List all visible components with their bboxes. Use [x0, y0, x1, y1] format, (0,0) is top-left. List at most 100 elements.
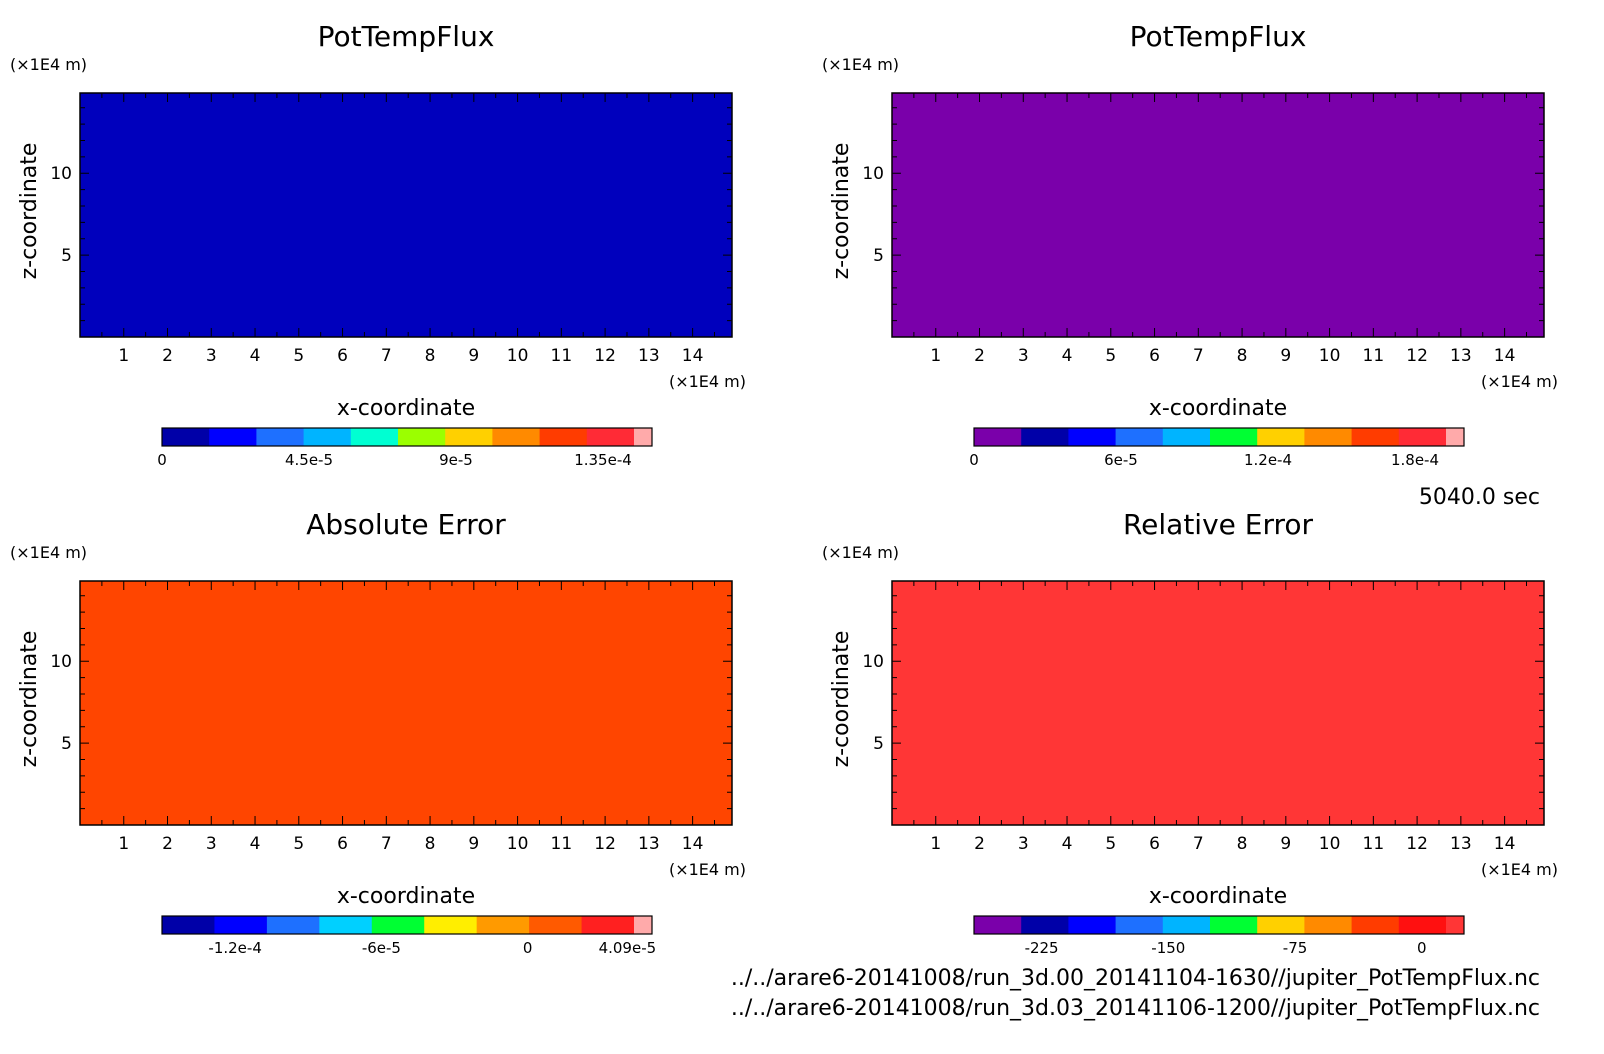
colorbar-tick-label: 9e-5 [439, 451, 473, 469]
colorbar-segment [1398, 428, 1447, 446]
colorbar-tick-label: 0 [1417, 939, 1427, 957]
y-axis-label: z-coordinate [829, 143, 854, 280]
colorbar-segment [445, 428, 493, 446]
x-tick-label: 5 [293, 346, 304, 366]
x-tick-label: 10 [1319, 346, 1341, 366]
colorbar-segment [214, 916, 268, 934]
colorbar-segment [303, 428, 352, 446]
x-tick-label: 9 [468, 834, 479, 854]
colorbar-frame [973, 915, 1465, 935]
chart-title: PotTempFlux [1130, 20, 1307, 53]
colorbar-tick-label: 0 [969, 451, 979, 469]
x-unit-label: (×1E4 m) [669, 860, 746, 879]
colorbar-segment [350, 428, 399, 446]
x-tick-label: 11 [1363, 834, 1385, 854]
x-tick-label: 13 [1450, 834, 1472, 854]
colorbar-segment [371, 916, 425, 934]
file-path-2: ../../arare6-20141008/run_3d.03_20141106… [730, 996, 1540, 1021]
x-tick-label: 4 [250, 834, 261, 854]
colorbar-tick-label: 4.5e-5 [285, 451, 333, 469]
colorbar-segment [492, 428, 541, 446]
colorbar-segment [1021, 428, 1069, 446]
x-tick-label: 6 [337, 834, 348, 854]
colorbar-segment [1351, 428, 1400, 446]
colorbar-segment [1351, 916, 1400, 934]
x-tick-label: 13 [638, 834, 660, 854]
x-tick-label: 14 [682, 346, 704, 366]
colorbar-segment [209, 428, 257, 446]
colorbar-segment [1304, 428, 1353, 446]
x-tick-label: 4 [1062, 346, 1073, 366]
x-tick-label: 6 [1149, 834, 1160, 854]
x-tick-label: 1 [930, 346, 941, 366]
x-tick-label: 3 [206, 346, 217, 366]
colorbar-segment [1304, 916, 1353, 934]
x-tick-label: 3 [1018, 346, 1029, 366]
colorbar-segment [1398, 916, 1447, 934]
colorbar-segment [266, 916, 320, 934]
x-tick-label: 6 [1149, 346, 1160, 366]
y-axis-label: z-coordinate [829, 631, 854, 768]
y-axis-label: z-coordinate [17, 143, 42, 280]
x-tick-label: 2 [162, 346, 173, 366]
colorbar-frame [161, 427, 653, 447]
x-axis-label: x-coordinate [337, 396, 475, 421]
colorbar-tick-label: 0 [157, 451, 167, 469]
colorbar-tick-label: -1.2e-4 [208, 939, 261, 957]
x-axis-label: x-coordinate [337, 884, 475, 909]
x-tick-label: 3 [1018, 834, 1029, 854]
x-tick-label: 12 [594, 834, 616, 854]
colorbar-segment [634, 428, 653, 446]
heatmap-field [79, 92, 733, 338]
colorbar-segment [1162, 428, 1211, 446]
colorbar-segment [974, 428, 1022, 446]
colorbar-tick-label: -225 [1025, 939, 1059, 957]
time-label: 5040.0 sec [1419, 485, 1540, 510]
colorbar-tick-label: -6e-5 [362, 939, 401, 957]
x-tick-label: 8 [425, 834, 436, 854]
colorbar-tick-label: 0 [523, 939, 533, 957]
x-tick-label: 8 [425, 346, 436, 366]
colorbar-tick-label: 4.09e-5 [599, 939, 657, 957]
y-tick-label: 10 [50, 652, 72, 672]
colorbar-segment [634, 916, 653, 934]
x-tick-label: 14 [1494, 834, 1516, 854]
colorbar-segment [319, 916, 373, 934]
y-unit-label: (×1E4 m) [10, 55, 87, 74]
x-tick-label: 13 [638, 346, 660, 366]
y-unit-label: (×1E4 m) [822, 543, 899, 562]
colorbar-tick-label: 1.2e-4 [1244, 451, 1292, 469]
x-tick-label: 8 [1237, 346, 1248, 366]
x-unit-label: (×1E4 m) [1481, 860, 1558, 879]
x-tick-label: 12 [1406, 346, 1428, 366]
colorbar-segment [256, 428, 305, 446]
colorbar-tick-label: 6e-5 [1104, 451, 1138, 469]
x-tick-label: 11 [1363, 346, 1385, 366]
x-tick-label: 10 [507, 346, 529, 366]
colorbar-segment [1162, 916, 1211, 934]
x-tick-label: 1 [930, 834, 941, 854]
y-tick-label: 5 [61, 734, 72, 754]
x-tick-label: 10 [1319, 834, 1341, 854]
x-tick-label: 9 [1280, 834, 1291, 854]
x-tick-label: 5 [1105, 346, 1116, 366]
colorbar-segment [1257, 428, 1305, 446]
x-tick-label: 1 [118, 834, 129, 854]
y-unit-label: (×1E4 m) [822, 55, 899, 74]
x-tick-label: 13 [1450, 346, 1472, 366]
colorbar-segment [424, 916, 478, 934]
x-tick-label: 4 [250, 346, 261, 366]
colorbar-segment [539, 428, 588, 446]
x-tick-label: 4 [1062, 834, 1073, 854]
x-tick-label: 11 [551, 834, 573, 854]
colorbar-frame [973, 427, 1465, 447]
colorbar-segment [162, 428, 210, 446]
x-tick-label: 8 [1237, 834, 1248, 854]
x-tick-label: 12 [1406, 834, 1428, 854]
y-tick-label: 10 [50, 164, 72, 184]
x-tick-label: 9 [468, 346, 479, 366]
colorbar-segment [1210, 916, 1258, 934]
x-tick-label: 14 [682, 834, 704, 854]
colorbar-tick-label: 1.8e-4 [1391, 451, 1439, 469]
